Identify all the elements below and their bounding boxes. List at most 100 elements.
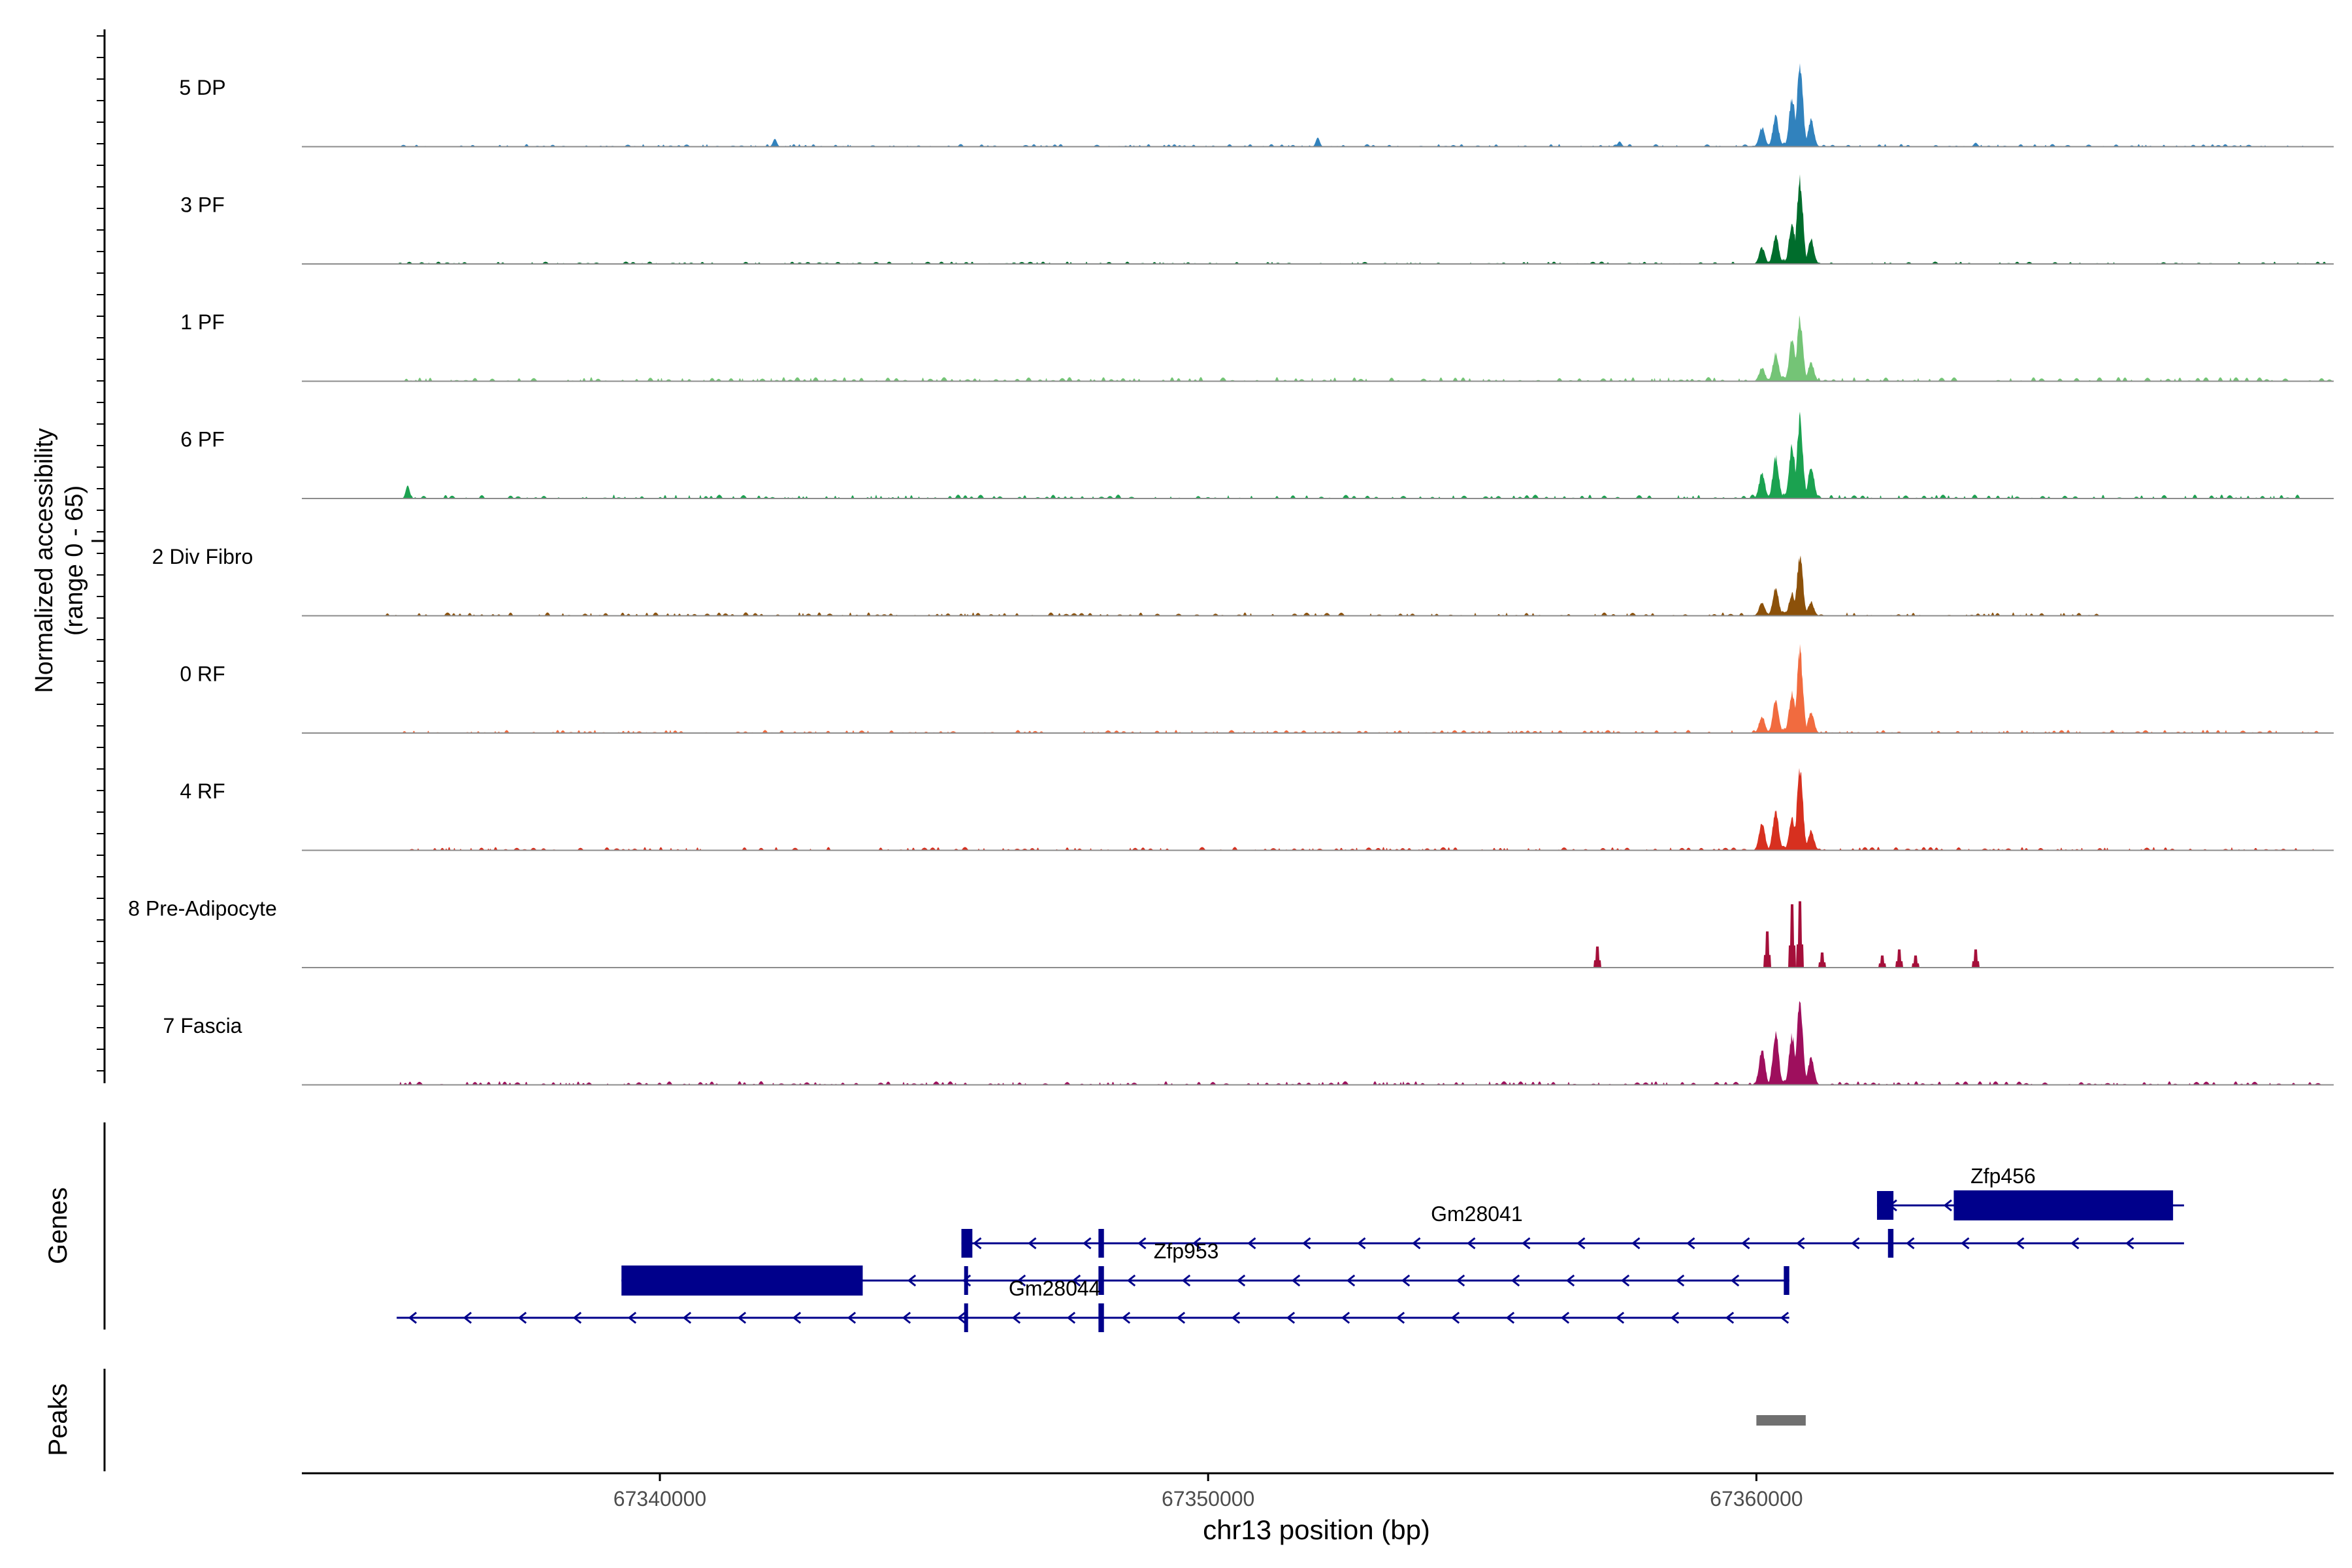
track-label: 0 RF [180,662,225,686]
y-axis-label-line1: Normalized accessibility [31,428,58,693]
y-axis-label-line2: (range 0 - 65) [61,485,88,636]
coverage-area [302,555,2334,616]
strand-arrow [1456,1274,1465,1287]
strand-arrow [1505,1311,1515,1324]
strand-arrow [463,1311,472,1324]
gene-exon [621,1266,863,1296]
track-2-div-fibro: 2 Div Fibro [152,545,2334,617]
strand-arrow [1176,1311,1186,1324]
strand-arrow [1851,1237,1860,1250]
x-tick-label: 67350000 [1162,1487,1254,1511]
strand-arrow [682,1311,692,1324]
strand-arrow [1291,1274,1301,1287]
strand-arrow [1730,1274,1740,1287]
strand-arrow [1236,1274,1246,1287]
track-label: 3 PF [180,193,225,217]
gene-annotation-track: Zfp456 Gm28041 Zfp953 Gm28044 [397,1164,2184,1332]
strand-arrow [847,1311,857,1324]
strand-arrow [1796,1237,1805,1250]
strand-arrow [1943,1199,1952,1212]
gene-exon [1953,1190,2174,1220]
strand-arrow [1286,1311,1296,1324]
strand-arrow [1137,1237,1147,1250]
strand-arrow [792,1311,802,1324]
strand-arrow [2125,1237,2134,1250]
gene-gm28044: Gm28044 [397,1277,1789,1332]
strand-arrow [1576,1237,1586,1250]
strand-arrow [1083,1237,1092,1250]
strand-arrow [1071,1274,1081,1287]
strand-arrow [737,1311,747,1324]
peaks-axis-label: Peaks [44,1383,73,1456]
strand-arrow [907,1274,917,1287]
strand-arrow [1450,1311,1460,1324]
strand-arrow [1725,1311,1735,1324]
x-axis-ticks: 67340000 67350000 67360000 [613,1473,1803,1511]
coverage-area [302,315,2334,382]
strand-arrow [1247,1237,1256,1250]
strand-arrow [1741,1237,1750,1250]
strand-arrow [627,1311,637,1324]
gene-label: Zfp456 [1970,1164,2036,1188]
strand-arrow [1017,1274,1026,1287]
strand-arrow [902,1311,911,1324]
strand-arrow [1341,1311,1350,1324]
gene-exon [1098,1229,1104,1258]
strand-arrow [1675,1274,1685,1287]
track-8-pre-adipocyte: 8 Pre-Adipocyte [128,897,2334,968]
strand-arrow [1396,1311,1405,1324]
strand-arrow [1565,1274,1575,1287]
coverage-area [302,63,2334,147]
strand-arrow [1780,1311,1789,1324]
gene-zfp456: Zfp456 [1876,1164,2184,1220]
strand-arrow [1467,1237,1476,1250]
coverage-area [302,412,2334,498]
strand-arrow [1066,1311,1076,1324]
strand-arrow [1357,1237,1366,1250]
gene-label: Gm28041 [1431,1202,1523,1226]
strand-arrow [517,1311,527,1324]
strand-arrow [1192,1237,1201,1250]
coverage-area [302,768,2334,851]
track-7-fascia: 7 Fascia [163,1001,2334,1086]
strand-arrow [973,1237,982,1250]
gene-exon [1098,1266,1104,1295]
gene-exon [1876,1191,1894,1220]
gene-exon [964,1266,968,1295]
coverage-tracks: 5 DP 3 PF 1 PF 6 PF 2 Div Fibro 0 RF 4 RF 8 Pre… [128,63,2334,1086]
strand-arrow [1631,1237,1641,1250]
track-label: 6 PF [180,428,225,451]
track-label: 7 Fascia [163,1014,242,1037]
strand-arrow [2070,1237,2080,1250]
strand-arrow [1302,1237,1311,1250]
strand-arrow [1961,1237,1970,1250]
gene-gm28041: Gm28041 [961,1202,2184,1258]
track-0-rf: 0 RF [180,644,2334,734]
gene-exon [961,1229,973,1258]
track-label: 1 PF [180,310,225,334]
strand-arrow [1511,1274,1520,1287]
track-label: 4 RF [180,779,225,803]
genes-axis-label: Genes [44,1187,73,1264]
axes-layer [103,29,2334,1475]
peaks-track [1756,1415,1806,1426]
strand-arrow [1346,1274,1356,1287]
gene-zfp953: Zfp953 [621,1239,1789,1296]
track-label: 2 Div Fibro [152,545,253,568]
track-5-dp: 5 DP [179,63,2334,148]
strand-arrow [1181,1274,1191,1287]
strand-arrow [408,1311,417,1324]
strand-arrow [1620,1274,1630,1287]
strand-arrow [1011,1311,1021,1324]
strand-arrow [1412,1237,1421,1250]
strand-arrow [572,1311,582,1324]
coverage-area [302,644,2334,733]
gene-label: Zfp953 [1154,1239,1219,1263]
strand-arrow [1560,1311,1570,1324]
strand-arrow [1231,1311,1241,1324]
x-tick-label: 67360000 [1710,1487,1803,1511]
peak-bar [1756,1415,1806,1426]
x-tick-label: 67340000 [613,1487,706,1511]
strand-arrow [1670,1311,1680,1324]
